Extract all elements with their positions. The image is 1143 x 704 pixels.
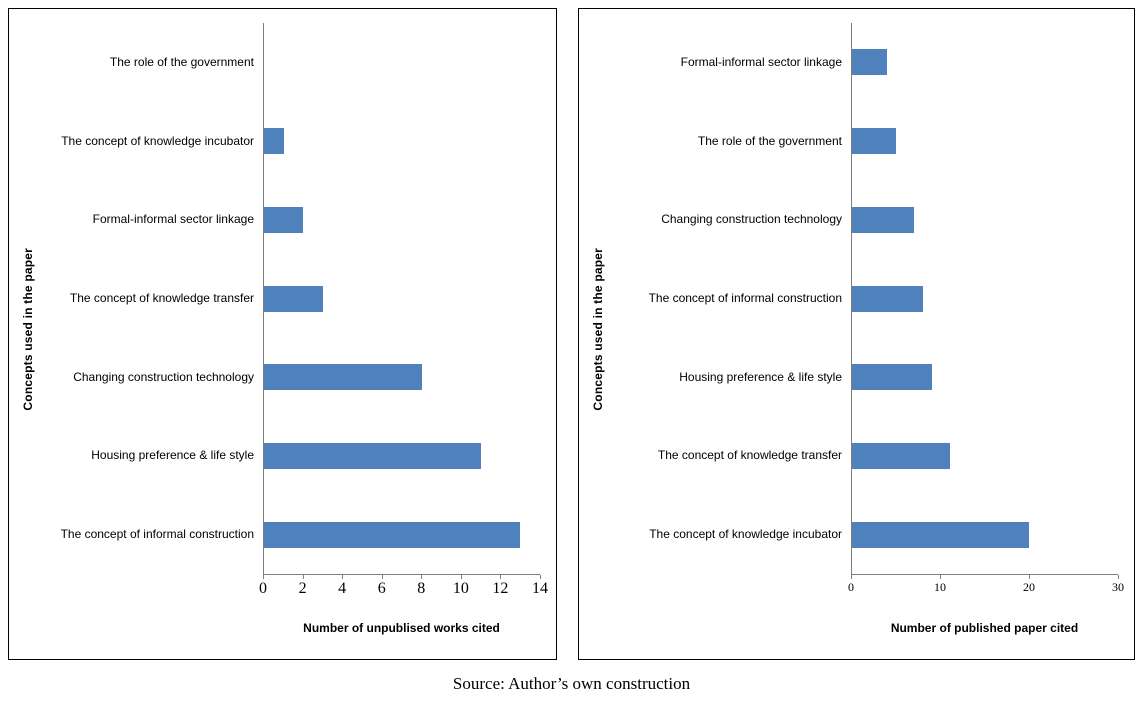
chart-row: Formal-informal sector linkage [611,23,1118,102]
category-label: Housing preference & life style [679,369,842,384]
bar-area [263,259,540,338]
chart-row: The role of the government [41,23,540,102]
bar-area [851,495,1118,575]
y-axis-title-wrap: Concepts used in the paper [585,23,611,635]
chart-rows: Formal-informal sector linkage The role o… [611,23,1118,575]
x-tick-mark [263,575,264,579]
chart-row: Changing construction technology [41,337,540,417]
chart-row: The concept of knowledge incubator [611,495,1118,575]
chart-panel-published-papers: Concepts used in the paper Formal-inform… [578,8,1135,660]
bar [264,364,422,391]
bar [852,285,923,312]
bar-area [263,416,540,496]
bar [852,206,915,233]
bar [264,521,521,548]
bar [852,128,897,155]
x-tick-label: 0 [259,580,267,597]
x-tick-label: 0 [848,580,854,594]
chart-row: Housing preference & life style [41,416,540,496]
chart-panel-unpublished-works: Concepts used in the paper The role of t… [8,8,557,660]
category-label: Formal-informal sector linkage [680,54,842,69]
chart-row: The concept of knowledge incubator [41,101,540,181]
x-tick-mark [500,575,502,579]
x-tick-mark [302,575,304,579]
x-tick-mark [421,575,423,579]
x-tick-label: 20 [1023,580,1035,594]
x-tick-label: 14 [532,580,548,597]
y-axis-title-wrap: Concepts used in the paper [15,23,41,635]
bar-area [263,337,540,417]
y-axis-title: Concepts used in the paper [21,247,35,411]
source-caption: Source: Author’s own construction [452,674,691,693]
x-axis-ticks: 0 10 20 30 [848,575,1124,603]
bar-area [851,180,1118,260]
x-axis-line [263,574,540,575]
x-tick-mark [342,575,344,579]
bar-area [263,23,540,102]
x-axis-line [851,574,1118,575]
bar-area [263,180,540,260]
x-tick-label: 30 [1112,580,1124,594]
chart-row: Changing construction technology [611,180,1118,260]
category-label: The role of the government [109,54,254,69]
chart-row: The concept of knowledge transfer [611,416,1118,496]
chart-row: The role of the government [611,101,1118,181]
chart-body: The role of the government The concept of… [41,23,548,635]
category-label: The role of the government [697,133,842,148]
bar [264,128,284,155]
chart-row: The concept of knowledge transfer [41,259,540,338]
chart-row: The concept of informal construction [41,495,540,575]
bar-area [851,23,1118,102]
x-axis-title: Number of published paper cited [890,621,1079,635]
x-tick-mark [940,575,941,579]
category-label: The concept of knowledge transfer [69,291,254,306]
x-tick-mark [381,575,383,579]
category-label: Housing preference & life style [91,448,254,463]
bar-area [263,101,540,181]
y-axis-title: Concepts used in the paper [591,247,605,411]
chart-row: Formal-informal sector linkage [41,180,540,260]
x-tick-mark [851,575,852,579]
charts-row: Concepts used in the paper The role of t… [8,8,1135,660]
x-tick-label: 12 [492,580,509,597]
bar-area [263,495,540,575]
x-tick-label: 4 [338,580,347,597]
bar [264,285,324,312]
category-label: The concept of knowledge transfer [657,448,842,463]
x-tick-mark [540,575,541,579]
bar [264,442,481,469]
bar-area [851,101,1118,181]
category-label: Changing construction technology [73,369,254,384]
bar-area [851,337,1118,417]
bar [852,49,888,76]
x-tick-mark [1029,575,1030,579]
bar [264,206,304,233]
x-axis-ticks: 0 2 4 6 8 10 12 14 [259,575,548,603]
category-label: Formal-informal sector linkage [92,212,254,227]
category-label: The concept of informal construction [648,291,842,306]
bar-area [851,259,1118,338]
x-tick-label: 10 [452,580,469,597]
bar [852,364,932,391]
x-tick-label: 8 [417,580,426,597]
bar [852,442,950,469]
x-tick-label: 6 [377,580,386,597]
x-tick-label: 2 [298,580,307,597]
x-axis-title: Number of unpublised works cited [303,621,500,635]
chart-rows: The role of the government The concept of… [41,23,540,575]
category-label: The concept of informal construction [60,527,254,542]
chart-row: The concept of informal construction [611,259,1118,338]
bar-area [851,416,1118,496]
x-tick-mark [460,575,462,579]
chart-row: Housing preference & life style [611,337,1118,417]
x-tick-label: 10 [934,580,946,594]
category-label: The concept of knowledge incubator [649,527,842,542]
bar [852,521,1030,548]
chart-body: Formal-informal sector linkage The role o… [611,23,1124,635]
x-tick-mark [1118,575,1119,579]
category-label: The concept of knowledge incubator [61,133,254,148]
category-label: Changing construction technology [661,212,842,227]
